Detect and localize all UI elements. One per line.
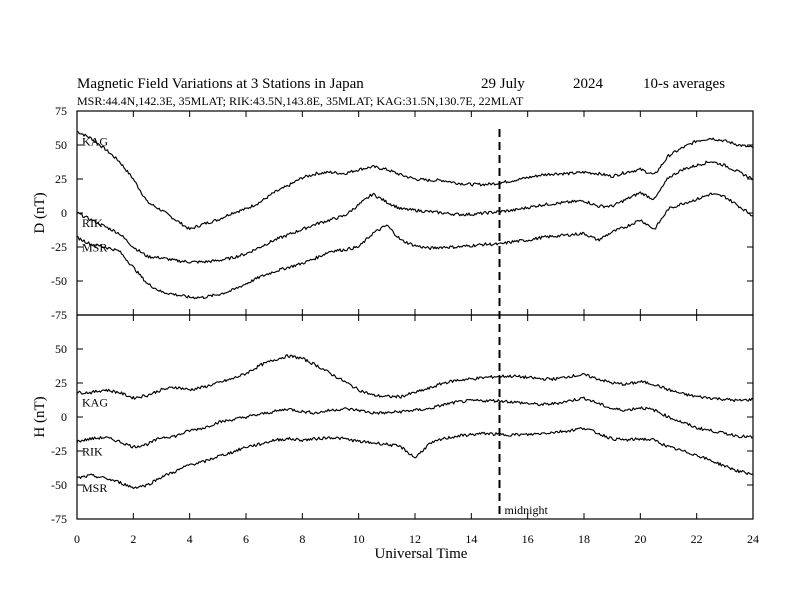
x-tick-label: 20 (634, 532, 646, 546)
chart-date: 29 July (481, 76, 525, 92)
trace-label-msr: MSR (82, 481, 107, 495)
y-tick-label: -25 (51, 444, 67, 458)
x-tick-label: 14 (465, 532, 477, 546)
trace-d-kag (76, 130, 754, 231)
midnight-label: midnight (505, 503, 549, 517)
y-tick-label: -50 (51, 478, 67, 492)
trace-d-msr (76, 192, 754, 300)
panel-d: -75 -50 -25 0 25 50 75 KAG RIK MSR (51, 104, 754, 322)
panel-frame (76, 314, 754, 520)
y-tick-label: -75 (51, 308, 67, 322)
y-tick-label: 50 (55, 138, 67, 152)
panel-frame (76, 110, 754, 316)
x-tick-label: 18 (578, 532, 590, 546)
x-tick-label: 6 (243, 532, 249, 546)
chart-subtitle: MSR:44.4N,142.3E, 35MLAT; RIK:43.5N,143.… (77, 94, 524, 108)
chart-year: 2024 (573, 76, 604, 92)
trace-h-rik (76, 396, 754, 449)
x-tick-label: 10 (353, 532, 365, 546)
trace-h-msr (76, 427, 754, 490)
y-tick-label: -50 (51, 274, 67, 288)
y-tick-label: 0 (61, 206, 67, 220)
trace-label-rik: RIK (82, 216, 103, 230)
trace-label-kag: KAG (82, 396, 108, 410)
x-axis: 0 2 4 6 8 10 12 14 16 18 20 22 24 (74, 532, 759, 546)
x-tick-label: 12 (409, 532, 421, 546)
x-tick-label: 8 (299, 532, 305, 546)
chart-title: Magnetic Field Variations at 3 Stations … (77, 76, 364, 92)
y-tick-label: 75 (55, 104, 67, 118)
y-tick-label: -75 (51, 512, 67, 526)
title-row: Magnetic Field Variations at 3 Stations … (77, 76, 725, 92)
x-tick-label: 4 (187, 532, 193, 546)
y-tick-label: 50 (55, 342, 67, 356)
x-tick-label: 16 (522, 532, 534, 546)
x-tick-label: 24 (747, 532, 759, 546)
y-tick-label: 0 (61, 410, 67, 424)
trace-label-kag: KAG (82, 134, 108, 148)
x-tick-label: 0 (74, 532, 80, 546)
x-axis-title: Universal Time (375, 546, 468, 562)
chart-averaging-note: 10-s averages (643, 76, 725, 92)
y-tick-label: 25 (55, 172, 67, 186)
x-tick-label: 2 (130, 532, 136, 546)
y-axis-title-d: D (nT) (32, 192, 48, 233)
panel-h: -75 -50 -25 0 25 50 KAG RIK MSR (51, 314, 754, 526)
y-tick-label: 25 (55, 376, 67, 390)
trace-label-msr: MSR (82, 240, 107, 254)
trace-h-kag (76, 354, 754, 403)
x-tick-label: 22 (691, 532, 703, 546)
trace-d-rik (76, 160, 754, 264)
trace-label-rik: RIK (82, 444, 103, 458)
y-axis-title-h: H (nT) (32, 396, 48, 437)
y-tick-label: -25 (51, 240, 67, 254)
